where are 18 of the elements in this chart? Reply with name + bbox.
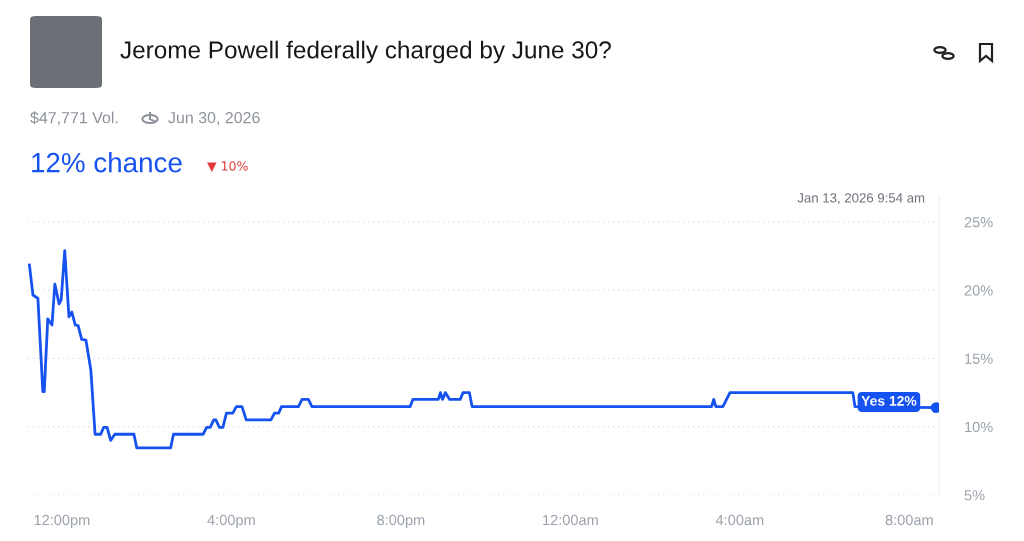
y-tick-label: 20% [964, 285, 993, 296]
text: Jun 30, 2026 [168, 111, 260, 126]
annotation: Yes 12% [861, 395, 917, 406]
y-tick-label: 15% [965, 353, 993, 364]
x-tick-label: 8:00am [885, 514, 933, 526]
chart-title: Jerome Powell federally charged by June 30? [120, 40, 611, 64]
x-tick-label: 12:00am [543, 514, 598, 526]
x-tick-label: 4:00pm [207, 514, 255, 529]
y-tick-label: 25% [964, 217, 993, 228]
y-tick-label: 5% [964, 490, 985, 501]
x-tick-label: 12:00pm [34, 514, 90, 529]
annotation: Jan 13, 2026 9:54 am [797, 193, 925, 205]
text: 12% chance [32, 152, 182, 173]
text: ▼ 10% [207, 161, 248, 172]
x-tick-label: 8:00pm [377, 514, 425, 529]
y-tick-label: 10% [965, 421, 993, 433]
x-tick-label: 4:00am [715, 514, 764, 526]
text: $47,771 Vol. [30, 111, 118, 126]
